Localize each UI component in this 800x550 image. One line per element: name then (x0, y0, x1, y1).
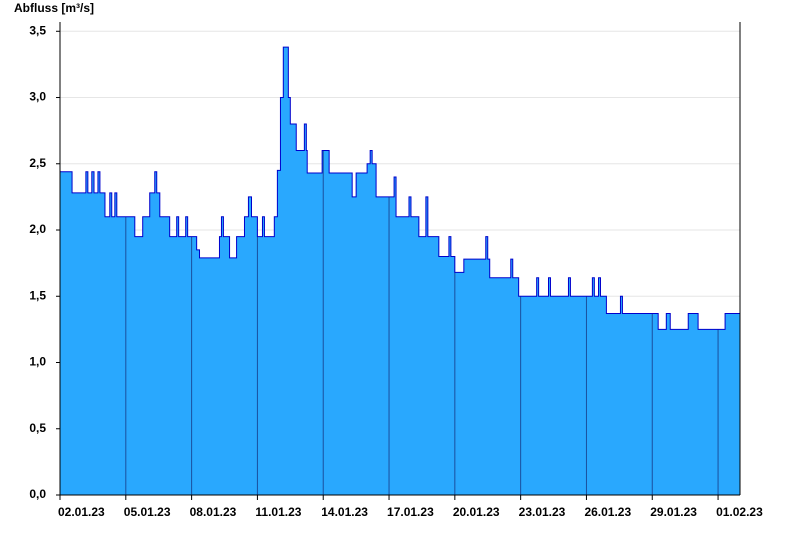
x-tick-label: 23.01.23 (519, 505, 566, 519)
x-tick-label: 14.01.23 (321, 505, 368, 519)
y-tick-label: 0,0 (29, 487, 46, 501)
line (60, 46, 740, 330)
y-tick-label: 1,5 (29, 288, 46, 302)
x-tick-label: 08.01.23 (190, 505, 237, 519)
x-tick-label: 11.01.23 (255, 505, 301, 519)
x-tick-label: 02.01.23 (58, 505, 105, 519)
y-tick-label: 1,0 (29, 355, 46, 369)
y-tick-label: 3,0 (29, 90, 46, 104)
x-tick-label: 05.01.23 (124, 505, 171, 519)
area (60, 47, 740, 496)
x-tick-label: 20.01.23 (453, 505, 500, 519)
y-tick-label: 0,5 (29, 421, 46, 435)
y-tick-label: 2,5 (29, 156, 46, 170)
chart-title: Abfluss [m³/s] (14, 1, 94, 15)
y-tick-label: 3,5 (29, 23, 46, 37)
y-tick-label: 2,0 (29, 222, 46, 236)
x-tick-label: 26.01.23 (584, 505, 631, 519)
x-tick-label: 17.01.23 (387, 505, 434, 519)
x-tick-label: 29.01.23 (650, 505, 697, 519)
x-tick-label: 01.02.23 (716, 505, 763, 519)
